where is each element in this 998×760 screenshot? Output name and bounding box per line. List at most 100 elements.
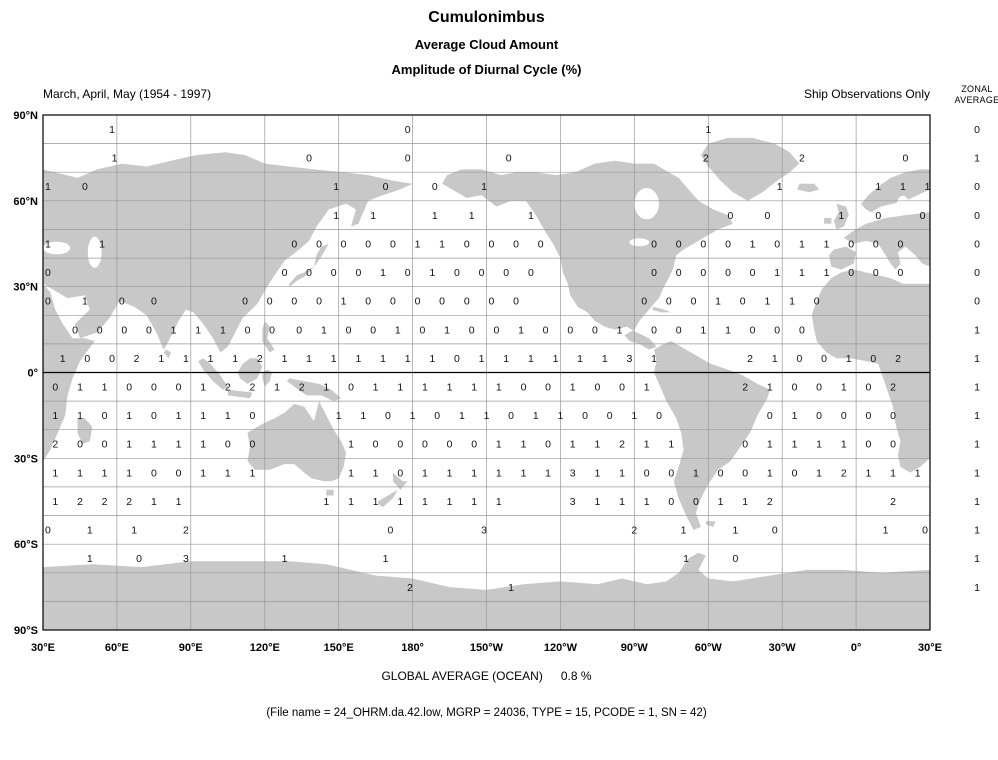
map-border bbox=[42, 114, 931, 631]
lon-tick-label: 180° bbox=[401, 642, 424, 654]
cell-value: 0 bbox=[848, 267, 854, 279]
lon-tick-label: 90°E bbox=[179, 642, 203, 654]
lat-tick-label: 30°N bbox=[13, 282, 38, 294]
cell-value: 0 bbox=[700, 238, 706, 250]
global-average-label: GLOBAL AVERAGE (OCEAN) bbox=[381, 669, 543, 683]
zonal-header-line2: AVERAGE bbox=[954, 95, 998, 105]
cell-value: 0 bbox=[865, 410, 871, 422]
cell-value: 1 bbox=[102, 382, 108, 394]
cell-value: 1 bbox=[360, 410, 366, 422]
lat-tick-label: 90°N bbox=[13, 110, 38, 122]
cell-value: 0 bbox=[146, 324, 152, 336]
cell-value: 1 bbox=[631, 410, 637, 422]
lon-tick-label: 60°E bbox=[105, 642, 129, 654]
lat-tick-label: 0° bbox=[27, 368, 38, 380]
cell-value: 1 bbox=[705, 124, 711, 136]
cell-value: 1 bbox=[422, 496, 428, 508]
cell-value: 1 bbox=[772, 353, 778, 365]
cell-value: 1 bbox=[220, 324, 226, 336]
cell-value: 1 bbox=[176, 496, 182, 508]
cell-value: 1 bbox=[668, 439, 674, 451]
cell-value: 1 bbox=[52, 496, 58, 508]
cell-value: 1 bbox=[471, 496, 477, 508]
lat-tick-label: 90°S bbox=[14, 625, 38, 637]
cell-value: 1 bbox=[459, 410, 465, 422]
cell-value: 0 bbox=[814, 296, 820, 308]
cell-value: 0 bbox=[816, 382, 822, 394]
cell-value: 0 bbox=[45, 296, 51, 308]
cell-value: 3 bbox=[626, 353, 632, 365]
cell-value: 1 bbox=[200, 410, 206, 422]
cell-value: 0 bbox=[607, 410, 613, 422]
cell-value: 1 bbox=[570, 439, 576, 451]
cell-value: 1 bbox=[619, 496, 625, 508]
cell-value: 0 bbox=[419, 324, 425, 336]
zonal-average-value: 0 bbox=[974, 296, 980, 308]
cell-value: 0 bbox=[873, 238, 879, 250]
cell-value: 1 bbox=[282, 553, 288, 565]
zonal-average-value: 0 bbox=[974, 210, 980, 222]
cell-value: 0 bbox=[841, 410, 847, 422]
cell-value: 0 bbox=[405, 124, 411, 136]
cell-value: 0 bbox=[373, 439, 379, 451]
cell-value: 0 bbox=[774, 324, 780, 336]
cell-value: 0 bbox=[513, 296, 519, 308]
cell-value: 0 bbox=[742, 439, 748, 451]
landmass bbox=[77, 418, 93, 444]
cell-value: 0 bbox=[151, 410, 157, 422]
zonal-average-value: 1 bbox=[974, 496, 980, 508]
cell-value: 0 bbox=[72, 324, 78, 336]
cell-value: 1 bbox=[617, 324, 623, 336]
cell-value: 0 bbox=[432, 181, 438, 193]
cell-value: 1 bbox=[158, 353, 164, 365]
cell-value: 1 bbox=[469, 210, 475, 222]
cell-value: 1 bbox=[533, 410, 539, 422]
cell-value: 1 bbox=[875, 181, 881, 193]
cell-value: 0 bbox=[45, 267, 51, 279]
global-average-value: 0.8 % bbox=[560, 669, 592, 683]
cell-value: 1 bbox=[841, 439, 847, 451]
inland-sea bbox=[896, 195, 910, 215]
landmass bbox=[651, 306, 672, 313]
cell-value: 1 bbox=[481, 181, 487, 193]
landmass bbox=[705, 521, 716, 527]
cell-value: 2 bbox=[747, 353, 753, 365]
cell-value: 1 bbox=[594, 496, 600, 508]
cell-value: 0 bbox=[796, 353, 802, 365]
cell-value: 1 bbox=[824, 267, 830, 279]
cell-value: 1 bbox=[333, 210, 339, 222]
cell-value: 0 bbox=[346, 324, 352, 336]
lon-tick-label: 60°W bbox=[695, 642, 723, 654]
cell-value: 1 bbox=[824, 238, 830, 250]
cell-value: 0 bbox=[282, 267, 288, 279]
lat-tick-label: 60°N bbox=[13, 196, 38, 208]
cell-value: 2 bbox=[52, 439, 58, 451]
cell-value: 1 bbox=[496, 382, 502, 394]
zonal-average-value: 0 bbox=[974, 238, 980, 250]
cell-value: 0 bbox=[102, 410, 108, 422]
cell-value: 1 bbox=[208, 353, 214, 365]
zonal-average-value: 1 bbox=[974, 410, 980, 422]
cell-value: 0 bbox=[750, 324, 756, 336]
cell-value: 2 bbox=[841, 467, 847, 479]
zonal-average-value: 0 bbox=[974, 124, 980, 136]
page-subtitle-amplitude: Amplitude of Diurnal Cycle (%) bbox=[391, 62, 582, 77]
cell-value: 2 bbox=[126, 496, 132, 508]
footer-caption: (File name = 24_OHRM.da.42.low, MGRP = 2… bbox=[266, 707, 707, 719]
zonal-average-value: 0 bbox=[974, 267, 980, 279]
cell-value: 0 bbox=[405, 153, 411, 165]
cell-value: 0 bbox=[355, 267, 361, 279]
cell-value: 1 bbox=[521, 439, 527, 451]
cell-value: 2 bbox=[77, 496, 83, 508]
cell-value: 0 bbox=[422, 439, 428, 451]
cell-value: 1 bbox=[915, 467, 921, 479]
cell-value: 0 bbox=[77, 439, 83, 451]
cell-value: 1 bbox=[545, 467, 551, 479]
cell-value: 0 bbox=[897, 267, 903, 279]
cell-value: 0 bbox=[316, 238, 322, 250]
cell-value: 1 bbox=[925, 181, 931, 193]
cell-value: 0 bbox=[341, 238, 347, 250]
cell-value: 0 bbox=[799, 324, 805, 336]
cell-value: 1 bbox=[397, 382, 403, 394]
cell-value: 1 bbox=[77, 410, 83, 422]
